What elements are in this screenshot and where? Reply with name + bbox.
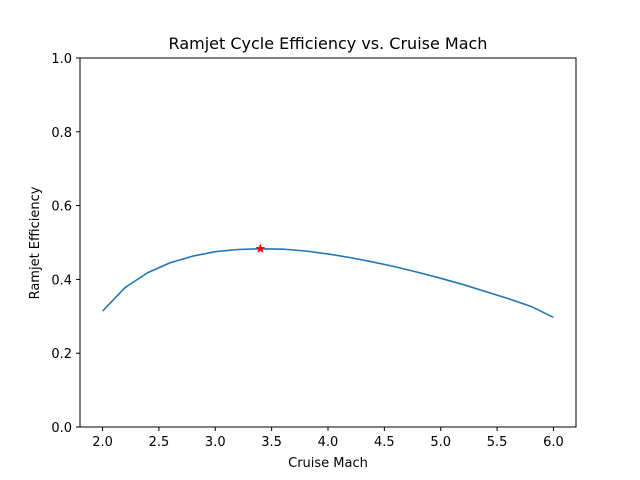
x-tick-label: 4.5 bbox=[374, 435, 395, 450]
y-tick-label: 0.0 bbox=[51, 421, 72, 436]
x-tick-label: 4.0 bbox=[318, 435, 339, 450]
x-axis-title: Cruise Mach bbox=[288, 456, 368, 471]
x-tick-label: 2.5 bbox=[149, 435, 170, 450]
y-axis: 0.0 0.2 0.4 0.6 0.8 1.0 bbox=[51, 52, 80, 436]
x-tick-label: 6.0 bbox=[543, 435, 564, 450]
y-tick-label: 0.6 bbox=[51, 200, 72, 215]
x-tick-label: 3.5 bbox=[261, 435, 282, 450]
plot-area bbox=[79, 57, 577, 428]
plot-frame bbox=[79, 57, 577, 428]
series-layer bbox=[101, 243, 554, 319]
y-tick-label: 0.8 bbox=[51, 126, 72, 141]
x-tick-label: 5.0 bbox=[430, 435, 451, 450]
y-tick-label: 1.0 bbox=[51, 52, 72, 67]
x-axis: 2.0 2.5 3.0 3.5 4.0 4.5 5.0 5.5 6.0 bbox=[92, 427, 564, 450]
chart-title: Ramjet Cycle Efficiency vs. Cruise Mach bbox=[169, 34, 488, 53]
x-tick-label: 5.5 bbox=[487, 435, 508, 450]
peak-marker bbox=[255, 243, 266, 254]
x-tick-label: 2.0 bbox=[92, 435, 113, 450]
y-tick-label: 0.2 bbox=[51, 347, 72, 362]
y-axis-title: Ramjet Efficiency bbox=[28, 186, 43, 299]
y-tick-label: 0.4 bbox=[51, 273, 72, 288]
x-tick-label: 3.0 bbox=[205, 435, 226, 450]
series-line bbox=[101, 247, 554, 319]
